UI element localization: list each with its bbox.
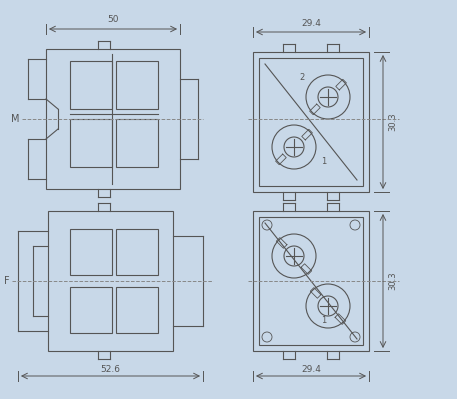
Bar: [70, 61, 112, 109]
Text: 1: 1: [321, 316, 326, 325]
Bar: [259, 217, 363, 345]
Text: F: F: [5, 276, 10, 286]
Bar: [253, 52, 369, 192]
Text: 29.4: 29.4: [301, 20, 321, 28]
Text: 50: 50: [107, 14, 119, 24]
Bar: [116, 61, 158, 109]
Text: 1: 1: [321, 157, 326, 166]
Bar: [259, 58, 363, 186]
Text: 30.3: 30.3: [388, 272, 398, 290]
Bar: [70, 287, 112, 333]
Bar: [70, 229, 112, 275]
Bar: [48, 211, 173, 351]
Bar: [253, 211, 369, 351]
Bar: [46, 49, 180, 189]
Bar: [116, 287, 158, 333]
Bar: [116, 119, 158, 167]
Text: M: M: [11, 114, 20, 124]
Text: 29.4: 29.4: [301, 365, 321, 373]
Bar: [116, 229, 158, 275]
Text: 2: 2: [299, 73, 304, 82]
Bar: [70, 119, 112, 167]
Text: 30.3: 30.3: [388, 113, 398, 131]
Text: 52.6: 52.6: [100, 365, 120, 373]
